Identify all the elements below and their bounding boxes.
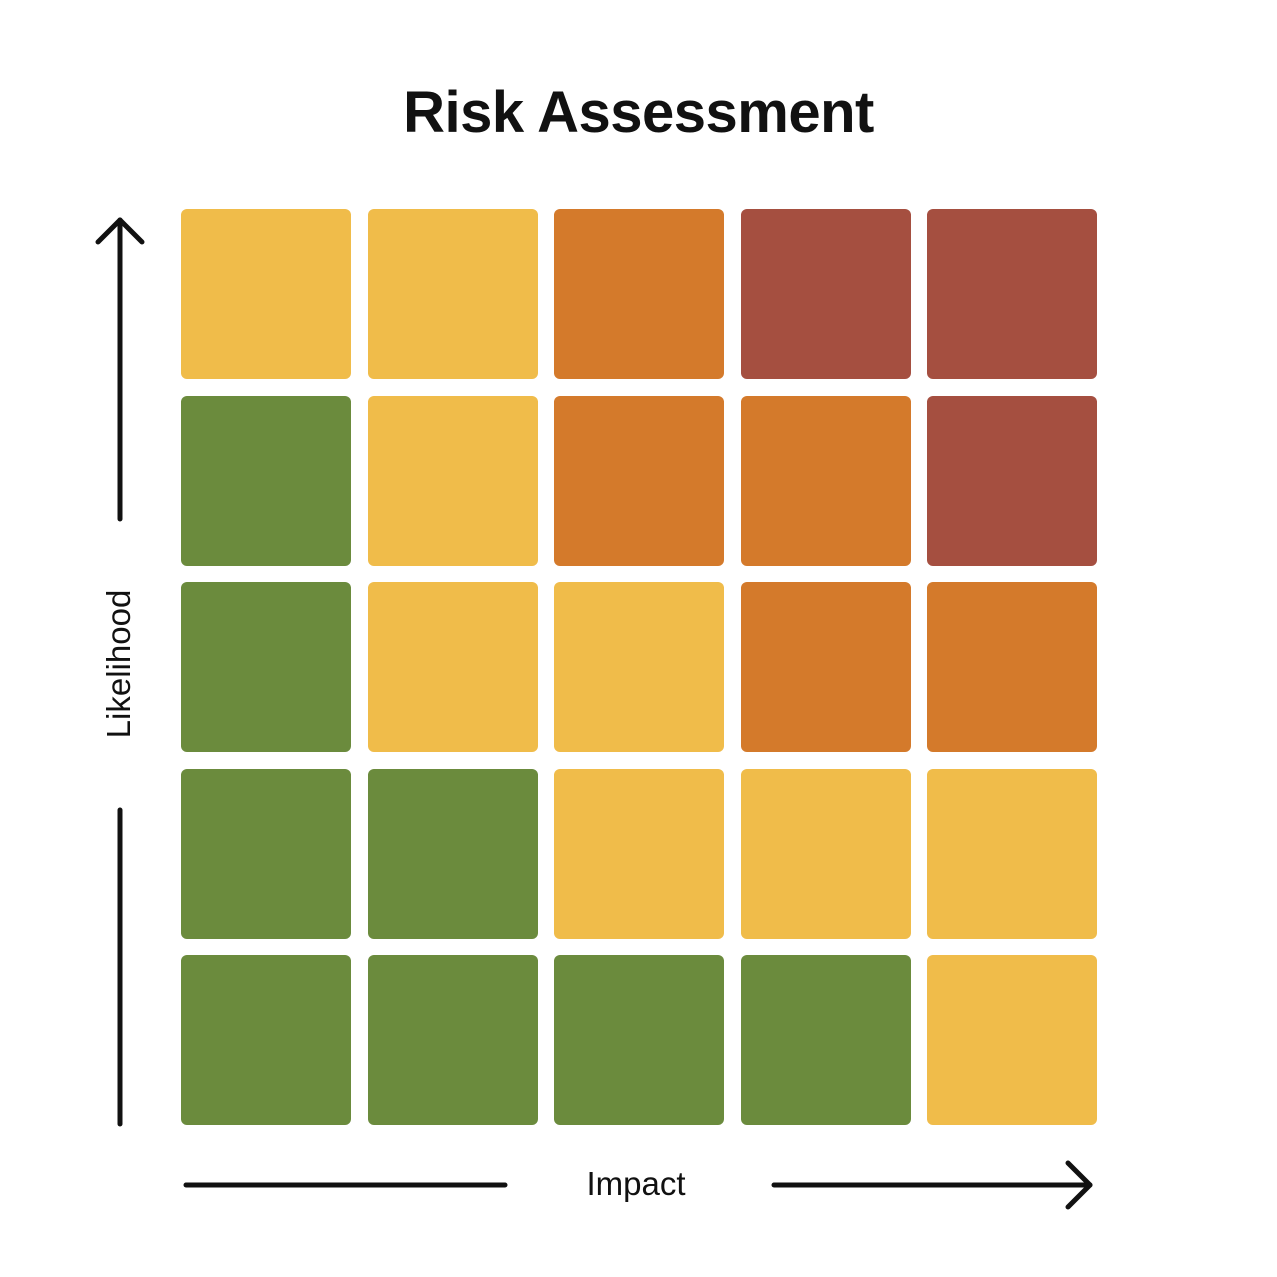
- risk-cell-medium: [181, 209, 351, 379]
- risk-cell-medium: [927, 955, 1097, 1125]
- risk-cell-low: [181, 769, 351, 939]
- risk-cell-medium: [368, 582, 538, 752]
- risk-cell-low: [368, 769, 538, 939]
- risk-cell-high: [927, 582, 1097, 752]
- risk-cell-low: [181, 396, 351, 566]
- risk-cell-low: [181, 955, 351, 1125]
- risk-cell-critical: [927, 396, 1097, 566]
- risk-cell-medium: [368, 396, 538, 566]
- chart-title: Risk Assessment: [403, 80, 874, 145]
- risk-cell-low: [181, 582, 351, 752]
- risk-matrix-grid: [181, 209, 1097, 1125]
- risk-cell-medium: [927, 769, 1097, 939]
- risk-cell-high: [554, 396, 724, 566]
- risk-cell-critical: [741, 209, 911, 379]
- risk-cell-high: [741, 582, 911, 752]
- risk-cell-high: [554, 209, 724, 379]
- risk-cell-medium: [554, 582, 724, 752]
- risk-cell-low: [741, 955, 911, 1125]
- y-axis-label: Likelihood: [100, 589, 137, 739]
- risk-cell-low: [368, 955, 538, 1125]
- risk-cell-medium: [554, 769, 724, 939]
- y-axis-arrowhead: [95, 217, 145, 245]
- risk-cell-medium: [368, 209, 538, 379]
- risk-cell-high: [741, 396, 911, 566]
- x-axis-label: Impact: [586, 1165, 686, 1202]
- x-axis-arrowhead: [1065, 1160, 1093, 1210]
- risk-cell-critical: [927, 209, 1097, 379]
- risk-cell-low: [554, 955, 724, 1125]
- risk-cell-medium: [741, 769, 911, 939]
